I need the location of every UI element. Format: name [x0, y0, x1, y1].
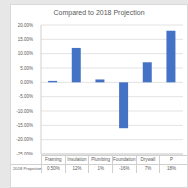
html-text:Foundation: Foundation	[113, 157, 136, 162]
html-text:7%: 7%	[144, 166, 152, 171]
svg-text:0.00%: 0.00%	[20, 80, 33, 85]
html-text:1%: 1%	[97, 166, 104, 171]
html-text:18%: 18%	[167, 166, 177, 171]
svg-text:-15.00%: -15.00%	[16, 123, 33, 128]
html-text:Drywall: Drywall	[140, 157, 156, 162]
svg-text:-25.00%: -25.00%	[16, 152, 33, 155]
html-text:12%: 12%	[72, 166, 82, 171]
html-text:Insulation: Insulation	[67, 157, 87, 162]
html-text:P: P	[170, 157, 174, 162]
html-text:-16%: -16%	[119, 166, 130, 171]
html-text:Framing: Framing	[45, 157, 62, 162]
svg-text:10.00%: 10.00%	[18, 51, 33, 56]
svg-text:15.00%: 15.00%	[18, 37, 33, 42]
svg-text:-10.00%: -10.00%	[16, 109, 33, 114]
svg-text:-5.00%: -5.00%	[19, 94, 33, 99]
svg-text:5.00%: 5.00%	[20, 66, 33, 71]
html-text:2018 Projection: 2018 Projection	[13, 166, 43, 171]
html-text:Plumbing: Plumbing	[91, 157, 110, 162]
svg-text:20.00%: 20.00%	[18, 23, 33, 28]
html-text:0.50%: 0.50%	[46, 166, 60, 171]
html-text:Compared to 2018 Projection: Compared to 2018 Projection	[53, 9, 145, 16]
svg-text:-20.00%: -20.00%	[16, 137, 33, 142]
